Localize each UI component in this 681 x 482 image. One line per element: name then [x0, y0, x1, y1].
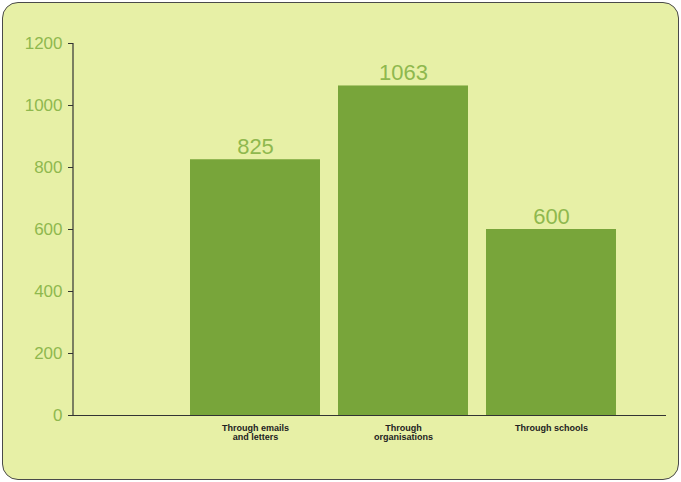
- svg-text:Through schools: Through schools: [515, 423, 588, 433]
- svg-text:600: 600: [34, 220, 62, 239]
- svg-text:800: 800: [34, 158, 62, 177]
- svg-text:Through emailsand letters: Through emailsand letters: [222, 423, 289, 443]
- svg-text:400: 400: [34, 282, 62, 301]
- svg-text:600: 600: [533, 204, 570, 229]
- svg-text:1063: 1063: [379, 60, 428, 85]
- svg-text:1200: 1200: [25, 34, 63, 53]
- svg-text:825: 825: [237, 134, 274, 159]
- svg-text:200: 200: [34, 344, 62, 363]
- svg-text:1000: 1000: [25, 96, 63, 115]
- svg-text:0: 0: [53, 406, 62, 425]
- svg-text:Throughorganisations: Throughorganisations: [374, 423, 433, 443]
